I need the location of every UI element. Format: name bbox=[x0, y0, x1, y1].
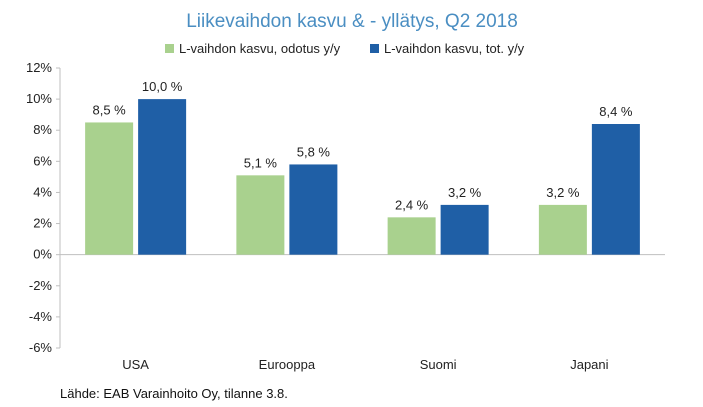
bar-chart: Liikevaihdon kasvu & - yllätys, Q2 2018 … bbox=[26, 11, 665, 372]
y-tick-label: 12% bbox=[26, 60, 52, 75]
chart-title: Liikevaihdon kasvu & - yllätys, Q2 2018 bbox=[186, 11, 518, 32]
legend-swatch-1 bbox=[165, 44, 174, 53]
x-category-label: Japani bbox=[570, 357, 608, 372]
bars: 8,5 % 10,0 % USA 5,1 % 5,8 % Eurooppa 2,4 % 3,2… bbox=[85, 79, 640, 372]
legend: L-vaihdon kasvu, odotus y/y L-vaihdon kas… bbox=[165, 41, 525, 56]
y-tick-label: -6% bbox=[29, 340, 53, 355]
legend-label-1: L-vaihdon kasvu, odotus y/y bbox=[179, 41, 341, 56]
x-category-label: Suomi bbox=[420, 357, 457, 372]
data-label: 8,4 % bbox=[599, 104, 633, 119]
data-label: 5,8 % bbox=[297, 144, 331, 159]
y-tick-label: 6% bbox=[33, 153, 52, 168]
legend-label-2: L-vaihdon kasvu, tot. y/y bbox=[384, 41, 525, 56]
data-label: 10,0 % bbox=[142, 79, 183, 94]
bar-eurooppa-series-1 bbox=[236, 175, 285, 255]
bar-eurooppa-series-2 bbox=[289, 164, 338, 255]
data-label: 3,2 % bbox=[448, 185, 482, 200]
axes: 12% 10% 8% 6% 4% 2% 0% -2% -4% -6% bbox=[26, 60, 665, 355]
data-label: 3,2 % bbox=[546, 185, 580, 200]
bar-usa-series-2 bbox=[138, 99, 187, 255]
y-tick-label: 2% bbox=[33, 216, 52, 231]
y-tick-label: 8% bbox=[33, 122, 52, 137]
y-tick-label: 0% bbox=[33, 247, 52, 262]
y-tick-label: 4% bbox=[33, 184, 52, 199]
bar-japani-series-2 bbox=[591, 124, 640, 255]
legend-swatch-2 bbox=[370, 44, 379, 53]
y-tick-label: -2% bbox=[29, 278, 53, 293]
bar-japani-series-1 bbox=[538, 204, 587, 255]
y-tick-label: -4% bbox=[29, 309, 53, 324]
data-label: 2,4 % bbox=[395, 197, 429, 212]
data-label: 5,1 % bbox=[244, 155, 278, 170]
data-label: 8,5 % bbox=[93, 102, 127, 117]
bar-suomi-series-1 bbox=[387, 217, 436, 255]
bar-usa-series-1 bbox=[85, 122, 134, 255]
source-note: Lähde: EAB Varainhoito Oy, tilanne 3.8. bbox=[60, 386, 288, 401]
y-tick-label: 10% bbox=[26, 91, 52, 106]
x-category-label: Eurooppa bbox=[259, 357, 316, 372]
bar-suomi-series-2 bbox=[440, 204, 489, 255]
x-category-label: USA bbox=[122, 357, 149, 372]
